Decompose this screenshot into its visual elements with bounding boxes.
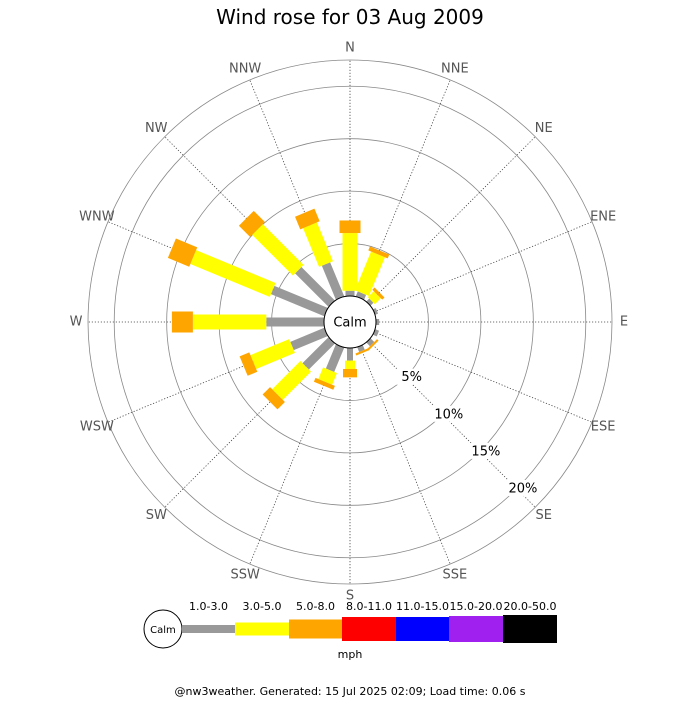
legend-label-20.0-50.0: 20.0-50.0	[504, 600, 557, 613]
bar-sse-5.0-8.0	[355, 348, 370, 356]
chart-title: Wind rose for 03 Aug 2009	[216, 5, 484, 29]
direction-label-ene: ENE	[590, 210, 616, 225]
bar-ne-1.0-3.0	[366, 298, 374, 306]
bar-wnw-1.0-3.0	[270, 285, 328, 317]
direction-spoke	[373, 331, 593, 423]
footer-text: @nw3weather. Generated: 15 Jul 2025 02:0…	[175, 685, 526, 698]
ring-label: 20%	[509, 481, 538, 496]
direction-spoke	[368, 136, 536, 304]
direction-label-n: N	[345, 41, 355, 56]
direction-label-nw: NW	[145, 121, 168, 136]
bar-wsw-5.0-8.0	[239, 352, 258, 376]
ring-label-bg	[432, 405, 465, 422]
bar-sw-3.0-5.0	[272, 361, 311, 400]
bar-ese-1.0-3.0	[372, 329, 380, 337]
bar-wnw-3.0-5.0	[190, 250, 276, 297]
bar-sw-5.0-8.0	[262, 387, 285, 410]
direction-spoke	[368, 340, 536, 508]
bar-w-3.0-5.0	[192, 314, 267, 330]
bar-nnw-1.0-3.0	[321, 262, 345, 300]
ring-label: 10%	[434, 407, 463, 422]
bar-n-5.0-8.0	[339, 220, 361, 234]
bar-nne-1.0-3.0	[355, 291, 367, 300]
legend-label-11.0-15.0: 11.0-15.0	[396, 600, 449, 613]
direction-label-nnw: NNW	[229, 61, 261, 76]
legend-calm-label: Calm	[150, 625, 176, 636]
bar-s-3.0-5.0	[345, 360, 355, 369]
legend-swatch-20.0-50.0	[503, 615, 557, 643]
direction-label-nne: NNE	[441, 61, 469, 76]
bar-ene-1.0-3.0	[372, 308, 379, 315]
calm-circle	[323, 295, 377, 349]
direction-spoke	[373, 221, 593, 313]
bar-s-5.0-8.0	[343, 368, 357, 378]
bar-nw-1.0-3.0	[295, 267, 335, 307]
bar-w-5.0-8.0	[171, 311, 193, 333]
bar-sw-1.0-3.0	[302, 337, 335, 370]
legend-swatch-11.0-15.0	[396, 617, 449, 641]
bar-ssw-3.0-5.0	[318, 367, 337, 385]
bar-s-1.0-3.0	[347, 348, 353, 361]
bar-wsw-1.0-3.0	[290, 327, 328, 351]
direction-label-e: E	[620, 315, 628, 330]
bar-ne-3.0-5.0	[367, 291, 381, 305]
bar-ssw-5.0-8.0	[313, 377, 335, 390]
legend-label-8.0-11.0: 8.0-11.0	[346, 600, 392, 613]
direction-label-wnw: WNW	[79, 210, 115, 225]
legend-unit: mph	[338, 648, 363, 661]
bar-nne-3.0-5.0	[355, 251, 385, 297]
bar-wsw-3.0-5.0	[250, 339, 295, 369]
legend-label-5.0-8.0: 5.0-8.0	[296, 600, 335, 613]
direction-label-se: SE	[536, 508, 552, 523]
bar-ssw-1.0-3.0	[325, 344, 345, 372]
direction-spoke	[359, 345, 451, 565]
legend-swatch-1.0-3.0	[182, 625, 235, 633]
bar-nnw-5.0-8.0	[295, 208, 320, 230]
bar-se-1.0-3.0	[366, 338, 375, 347]
direction-label-ese: ESE	[591, 419, 616, 434]
ring-label-bg	[395, 368, 428, 385]
bar-se-5.0-8.0	[367, 339, 379, 351]
bar-n-1.0-3.0	[345, 290, 355, 296]
legend-swatch-3.0-5.0	[235, 622, 289, 636]
grid-ring	[166, 138, 534, 506]
direction-label-sw: SW	[146, 508, 167, 523]
ring-label: 5%	[401, 370, 422, 385]
direction-label-w: W	[70, 315, 83, 330]
bar-w-1.0-3.0	[266, 317, 324, 327]
grid-ring	[113, 85, 587, 559]
direction-label-ssw: SSW	[230, 568, 260, 583]
legend-swatch-5.0-8.0	[289, 619, 342, 639]
direction-label-ne: NE	[535, 121, 553, 136]
legend-label-15.0-20.0: 15.0-20.0	[450, 600, 503, 613]
ring-label-bg	[506, 479, 539, 496]
bar-nne-5.0-8.0	[368, 246, 390, 259]
bar-wnw-5.0-8.0	[167, 238, 198, 267]
legend-label-3.0-5.0: 3.0-5.0	[243, 600, 282, 613]
outer-ring	[87, 59, 613, 585]
bar-n-3.0-5.0	[342, 233, 358, 291]
bar-nnw-3.0-5.0	[303, 222, 333, 267]
direction-label-s: S	[346, 589, 354, 604]
direction-label-sse: SSE	[442, 568, 467, 583]
bar-nw-3.0-5.0	[252, 224, 304, 276]
calm-label: Calm	[333, 316, 366, 331]
legend-swatch-15.0-20.0	[449, 616, 503, 642]
bar-ne-5.0-8.0	[372, 287, 385, 300]
legend-label-1.0-3.0: 1.0-3.0	[189, 600, 228, 613]
bar-nw-5.0-8.0	[238, 210, 265, 237]
legend-swatch-8.0-11.0	[342, 617, 396, 641]
direction-label-wsw: WSW	[80, 419, 114, 434]
ring-label-bg	[469, 442, 502, 459]
ring-label: 15%	[471, 444, 500, 459]
bar-e-1.0-3.0	[376, 319, 380, 325]
